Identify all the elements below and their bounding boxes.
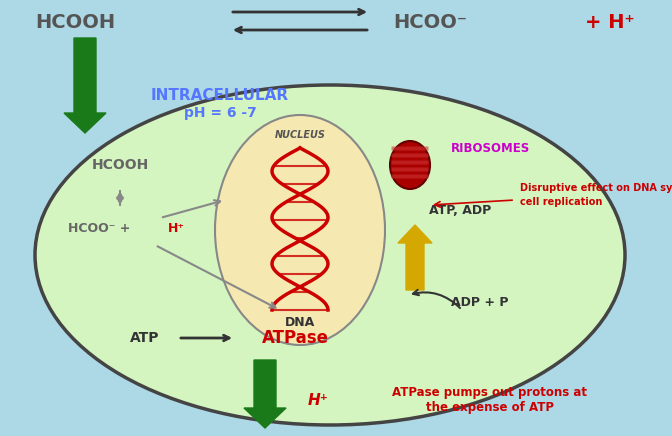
- Ellipse shape: [35, 85, 625, 425]
- Ellipse shape: [215, 115, 385, 345]
- Text: + H⁺: + H⁺: [585, 13, 635, 31]
- Text: INTRACELLULAR: INTRACELLULAR: [151, 88, 289, 102]
- FancyBboxPatch shape: [392, 167, 429, 171]
- FancyBboxPatch shape: [392, 146, 429, 150]
- Text: H⁺: H⁺: [308, 392, 329, 408]
- FancyBboxPatch shape: [392, 174, 429, 178]
- FancyBboxPatch shape: [392, 153, 429, 157]
- Text: HCOO⁻: HCOO⁻: [393, 13, 467, 31]
- Text: ATPase pumps out protons at
the expense of ATP: ATPase pumps out protons at the expense …: [392, 386, 587, 414]
- Text: HCOO⁻ +: HCOO⁻ +: [69, 221, 135, 235]
- Text: HCOOH: HCOOH: [35, 13, 115, 31]
- FancyBboxPatch shape: [392, 160, 429, 164]
- Text: RIBOSOMES: RIBOSOMES: [450, 142, 530, 154]
- Text: ADP + P: ADP + P: [452, 296, 509, 309]
- FancyArrow shape: [64, 38, 106, 133]
- Text: H⁺: H⁺: [168, 221, 185, 235]
- Text: HCOOH: HCOOH: [91, 158, 149, 172]
- Text: ATP, ADP: ATP, ADP: [429, 204, 491, 217]
- Text: DNA: DNA: [285, 316, 315, 328]
- FancyArrow shape: [398, 225, 432, 290]
- Text: pH = 6 -7: pH = 6 -7: [183, 106, 257, 120]
- FancyArrow shape: [244, 360, 286, 428]
- Text: Disruptive effect on DNA synthesis, protein synthesis and
cell replication: Disruptive effect on DNA synthesis, prot…: [520, 184, 672, 207]
- Ellipse shape: [390, 141, 430, 189]
- Text: ATPase: ATPase: [261, 329, 329, 347]
- Text: NUCLEUS: NUCLEUS: [275, 130, 325, 140]
- Text: ATP: ATP: [130, 331, 160, 345]
